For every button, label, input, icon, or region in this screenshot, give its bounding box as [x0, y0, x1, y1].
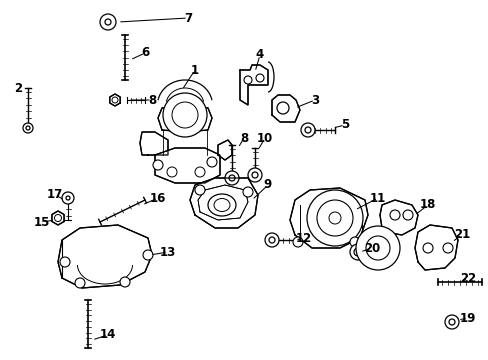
Polygon shape: [190, 178, 258, 228]
Text: 4: 4: [255, 49, 264, 62]
Circle shape: [105, 19, 111, 25]
Circle shape: [195, 185, 204, 195]
Text: 8: 8: [240, 131, 247, 144]
Text: 2: 2: [14, 81, 22, 94]
Text: 10: 10: [256, 131, 273, 144]
Circle shape: [66, 196, 70, 200]
Text: 8: 8: [147, 94, 156, 107]
Text: 17: 17: [47, 189, 63, 202]
Circle shape: [195, 167, 204, 177]
Circle shape: [120, 277, 130, 287]
Circle shape: [60, 257, 70, 267]
Polygon shape: [379, 200, 417, 235]
Text: 12: 12: [295, 231, 311, 244]
Polygon shape: [289, 188, 367, 248]
Circle shape: [264, 233, 279, 247]
Circle shape: [353, 248, 361, 256]
Circle shape: [163, 93, 206, 137]
Circle shape: [365, 236, 389, 260]
Text: 14: 14: [100, 328, 116, 342]
Circle shape: [276, 102, 288, 114]
Text: 6: 6: [141, 46, 149, 59]
Ellipse shape: [207, 194, 236, 216]
Text: 22: 22: [459, 271, 475, 284]
Circle shape: [355, 226, 399, 270]
Polygon shape: [198, 185, 247, 220]
Circle shape: [442, 243, 452, 253]
Text: 11: 11: [369, 192, 386, 204]
Circle shape: [422, 243, 432, 253]
Circle shape: [256, 74, 264, 82]
Circle shape: [153, 160, 163, 170]
Polygon shape: [271, 95, 299, 122]
Circle shape: [23, 123, 33, 133]
Circle shape: [172, 102, 198, 128]
Text: 1: 1: [190, 63, 199, 77]
Circle shape: [349, 244, 365, 260]
Circle shape: [228, 175, 235, 181]
Circle shape: [243, 187, 252, 197]
Polygon shape: [414, 225, 457, 270]
Polygon shape: [218, 140, 231, 160]
Circle shape: [301, 123, 314, 137]
Circle shape: [306, 190, 362, 246]
Text: 16: 16: [149, 192, 166, 204]
Circle shape: [402, 210, 412, 220]
Polygon shape: [155, 148, 220, 183]
Text: 21: 21: [453, 229, 469, 242]
Polygon shape: [158, 104, 212, 132]
Text: 9: 9: [264, 179, 271, 192]
Circle shape: [444, 315, 458, 329]
Circle shape: [251, 172, 258, 178]
Circle shape: [224, 171, 239, 185]
Circle shape: [305, 127, 310, 133]
Polygon shape: [140, 132, 168, 155]
Circle shape: [206, 157, 217, 167]
Polygon shape: [110, 94, 120, 106]
Circle shape: [54, 215, 61, 221]
Circle shape: [62, 192, 74, 204]
Polygon shape: [58, 225, 152, 288]
Text: 20: 20: [363, 242, 379, 255]
Circle shape: [75, 278, 85, 288]
Circle shape: [292, 237, 303, 247]
Circle shape: [247, 168, 262, 182]
Text: 3: 3: [310, 94, 318, 107]
Circle shape: [112, 97, 118, 103]
Circle shape: [100, 14, 116, 30]
Circle shape: [142, 250, 153, 260]
Circle shape: [316, 200, 352, 236]
Text: 7: 7: [183, 12, 192, 24]
Polygon shape: [240, 65, 267, 105]
Text: 19: 19: [459, 311, 475, 324]
Text: 13: 13: [160, 246, 176, 258]
Circle shape: [268, 237, 274, 243]
Circle shape: [244, 76, 251, 84]
Circle shape: [349, 237, 359, 247]
Circle shape: [389, 210, 399, 220]
Text: 18: 18: [419, 198, 435, 211]
Circle shape: [448, 319, 454, 325]
Text: 15: 15: [34, 216, 50, 229]
Text: 5: 5: [340, 118, 348, 131]
Circle shape: [167, 167, 177, 177]
Ellipse shape: [214, 198, 229, 211]
Circle shape: [26, 126, 30, 130]
Polygon shape: [52, 211, 64, 225]
Circle shape: [328, 212, 340, 224]
